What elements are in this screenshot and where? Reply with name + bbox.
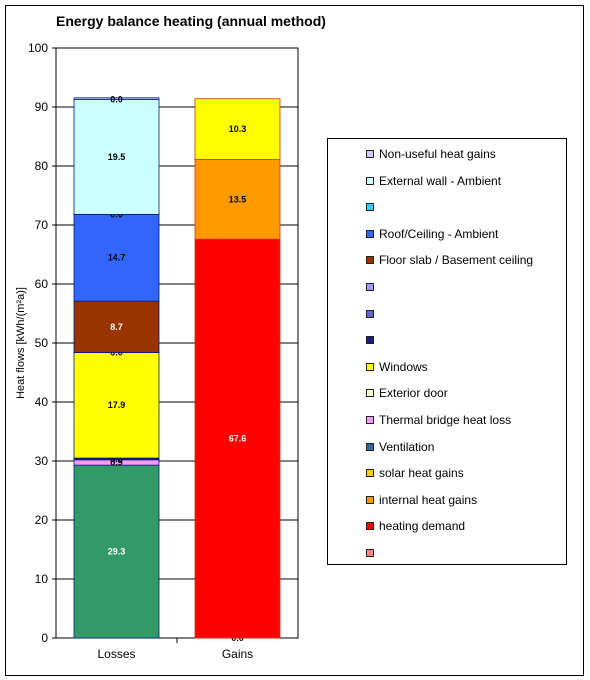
legend-item: External wall - Ambient: [366, 172, 501, 190]
bar-segment: [73, 300, 160, 353]
data-label: 0.9: [110, 457, 123, 467]
legend-label: Non-useful heat gains: [379, 147, 496, 161]
legend-item: [366, 544, 379, 562]
legend-swatch: [366, 442, 374, 451]
legend-item: [366, 305, 379, 323]
chart-legend: Non-useful heat gains External wall - Amb…: [327, 138, 567, 565]
y-tick-label: 80: [35, 159, 49, 173]
y-tick-label: 100: [28, 41, 48, 55]
y-tick-label: 90: [35, 100, 49, 114]
legend-label: External wall - Ambient: [379, 173, 502, 188]
legend-label: heating demand: [379, 519, 466, 534]
x-tick-label: Losses: [97, 647, 135, 661]
legend-swatch: [366, 362, 374, 371]
legend-item: Non-useful heat gains: [366, 145, 496, 163]
legend-item: Windows: [366, 358, 428, 376]
data-label: 29.3: [108, 547, 126, 557]
y-tick-label: 60: [35, 277, 49, 291]
data-label: 17.9: [108, 400, 126, 410]
data-label: 67.6: [229, 434, 247, 444]
legend-item: Ventilation: [366, 438, 434, 456]
y-tick-label: 20: [35, 513, 49, 527]
legend-label: Exterior door: [379, 386, 448, 401]
legend-label: Floor slab / Basement ceiling: [379, 253, 534, 268]
legend-item: Exterior door: [366, 384, 448, 402]
legend-swatch: [366, 495, 374, 504]
bar-segment: [73, 464, 160, 639]
legend-swatch: [366, 256, 374, 265]
legend-swatch: [366, 309, 374, 318]
data-label: 0.3: [110, 454, 123, 464]
bar-segment: [73, 97, 160, 100]
legend-item: Thermal bridge heat loss: [366, 411, 511, 429]
legend-item: [366, 278, 379, 296]
bar-segment: [73, 213, 160, 302]
y-tick-label: 0: [41, 631, 48, 645]
legend-item: [366, 198, 379, 216]
bar-segment: [73, 98, 160, 215]
bar-segment: [194, 159, 281, 240]
data-label: 14.7: [108, 253, 126, 263]
legend-item: heating demand: [366, 517, 465, 535]
data-label: 8.7: [110, 322, 123, 332]
legend-item: [366, 331, 379, 349]
data-label: 10.3: [229, 124, 247, 134]
bar-segment: [194, 98, 281, 160]
legend-swatch: [366, 336, 374, 345]
legend-label: internal heat gains: [379, 492, 478, 507]
data-label: 13.5: [229, 194, 247, 204]
y-tick-label: 30: [35, 454, 49, 468]
chart-title: Energy balance heating (annual method): [56, 13, 326, 29]
legend-swatch: [366, 522, 374, 531]
legend-item: Roof/Ceiling - Ambient: [366, 225, 498, 243]
legend-label: Thermal bridge heat loss: [379, 413, 512, 427]
legend-swatch: [366, 229, 374, 238]
legend-label: Ventilation: [379, 439, 435, 454]
legend-swatch: [366, 416, 374, 424]
legend-label: Windows: [379, 359, 428, 374]
legend-label: solar heat gains: [379, 466, 464, 481]
y-tick-label: 40: [35, 395, 49, 409]
legend-swatch: [366, 283, 374, 291]
legend-swatch: [366, 549, 374, 557]
legend-item: Floor slab / Basement ceiling: [366, 251, 533, 269]
x-tick-label: Gains: [222, 647, 253, 661]
y-tick-label: 50: [35, 336, 49, 350]
legend-item: solar heat gains: [366, 464, 464, 482]
legend-swatch: [366, 469, 374, 478]
bar-segment: [73, 352, 160, 459]
legend-swatch: [366, 150, 374, 158]
y-axis-label: Heat flows [kWh/(m²a)]: [15, 287, 27, 399]
legend-label: Roof/Ceiling - Ambient: [379, 226, 499, 241]
y-tick-label: 10: [35, 572, 49, 586]
legend-swatch: [366, 389, 374, 398]
y-tick-label: 70: [35, 218, 49, 232]
bar-segment: [194, 238, 281, 639]
legend-item: internal heat gains: [366, 491, 477, 509]
legend-swatch: [366, 176, 374, 185]
data-label: 0.0: [110, 94, 123, 104]
legend-swatch: [366, 203, 374, 212]
data-label: 19.5: [108, 152, 126, 162]
